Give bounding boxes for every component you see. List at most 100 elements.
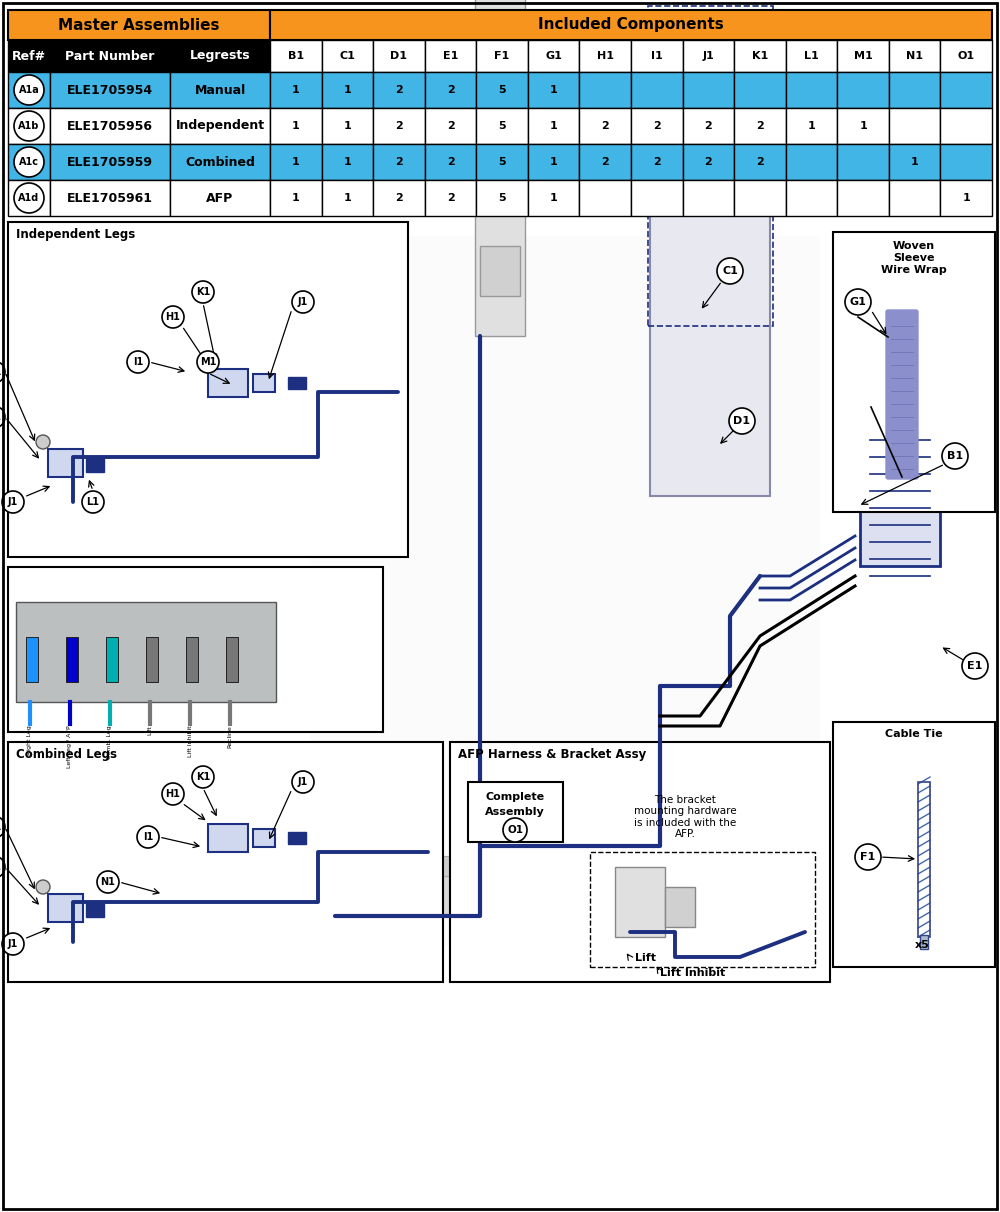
- Bar: [650, 196, 770, 496]
- Bar: [683, 144, 734, 181]
- Bar: [8, 222, 408, 558]
- Bar: [476, 72, 528, 108]
- Bar: [734, 40, 786, 72]
- Circle shape: [14, 183, 44, 213]
- Bar: [631, 108, 683, 144]
- Text: 1: 1: [343, 85, 351, 95]
- Text: 1: 1: [292, 85, 300, 95]
- Text: 1: 1: [911, 158, 919, 167]
- Text: J1: J1: [8, 497, 18, 507]
- Bar: [837, 108, 889, 144]
- Bar: [734, 72, 786, 108]
- Bar: [8, 144, 50, 181]
- Circle shape: [503, 818, 527, 842]
- Bar: [226, 638, 238, 682]
- Circle shape: [36, 435, 50, 448]
- Text: 1: 1: [550, 158, 558, 167]
- Text: Cable Tie: Cable Tie: [885, 728, 943, 739]
- Text: J1: J1: [702, 51, 714, 61]
- Bar: [528, 72, 579, 108]
- Bar: [8, 40, 50, 72]
- Bar: [476, 144, 528, 181]
- Bar: [480, 246, 520, 296]
- Text: A1b: A1b: [18, 121, 40, 131]
- Bar: [146, 638, 158, 682]
- Bar: [920, 934, 928, 949]
- Bar: [940, 72, 992, 108]
- Bar: [889, 40, 940, 72]
- Bar: [631, 144, 683, 181]
- Circle shape: [82, 491, 104, 513]
- Text: 1: 1: [550, 85, 558, 95]
- Circle shape: [0, 856, 5, 877]
- FancyBboxPatch shape: [886, 310, 918, 479]
- Text: Woven: Woven: [893, 241, 935, 251]
- Bar: [66, 638, 78, 682]
- Circle shape: [962, 653, 988, 679]
- Text: I1: I1: [143, 831, 153, 842]
- Text: M1: M1: [200, 358, 216, 367]
- Text: K1: K1: [0, 822, 1, 831]
- Text: 2: 2: [756, 121, 764, 131]
- Text: B1: B1: [947, 451, 963, 461]
- Bar: [310, 236, 820, 947]
- Bar: [270, 108, 322, 144]
- Bar: [683, 40, 734, 72]
- Text: C1: C1: [722, 265, 738, 276]
- Text: 2: 2: [653, 121, 661, 131]
- Bar: [170, 108, 270, 144]
- Text: A1c: A1c: [19, 158, 39, 167]
- Text: 1: 1: [343, 193, 351, 202]
- Bar: [590, 852, 815, 967]
- Circle shape: [292, 771, 314, 793]
- Text: Lift Inhibit: Lift Inhibit: [660, 968, 725, 978]
- Bar: [837, 40, 889, 72]
- Bar: [837, 144, 889, 181]
- Text: Recline: Recline: [228, 725, 232, 748]
- Text: 1: 1: [292, 121, 300, 131]
- Text: ELE1705959: ELE1705959: [67, 155, 153, 168]
- Text: Included Components: Included Components: [538, 17, 724, 33]
- Bar: [8, 10, 270, 40]
- Bar: [734, 181, 786, 216]
- Bar: [270, 181, 322, 216]
- Text: O1: O1: [958, 51, 975, 61]
- Bar: [288, 831, 306, 844]
- Bar: [373, 144, 425, 181]
- Bar: [786, 108, 837, 144]
- Bar: [425, 108, 476, 144]
- Bar: [683, 108, 734, 144]
- Text: B1: B1: [288, 51, 304, 61]
- Bar: [786, 40, 837, 72]
- Bar: [170, 72, 270, 108]
- Text: The bracket
mounting hardware
is included with the
AFP.: The bracket mounting hardware is include…: [634, 795, 736, 840]
- Circle shape: [292, 291, 314, 313]
- Text: I1: I1: [651, 51, 663, 61]
- Bar: [786, 72, 837, 108]
- Bar: [330, 876, 750, 916]
- Text: E1: E1: [443, 51, 458, 61]
- Bar: [579, 181, 631, 216]
- Bar: [8, 72, 50, 108]
- Circle shape: [2, 491, 24, 513]
- Bar: [322, 181, 373, 216]
- Bar: [476, 40, 528, 72]
- Bar: [425, 72, 476, 108]
- Circle shape: [0, 816, 5, 837]
- Text: Part Number: Part Number: [65, 50, 155, 63]
- Bar: [8, 181, 50, 216]
- Bar: [665, 887, 695, 927]
- Text: C1: C1: [339, 51, 355, 61]
- Text: Combined: Combined: [185, 155, 255, 168]
- Bar: [786, 144, 837, 181]
- Text: Legrests: Legrests: [190, 50, 250, 63]
- Bar: [579, 40, 631, 72]
- Text: 2: 2: [601, 121, 609, 131]
- Circle shape: [717, 258, 743, 284]
- Text: Combined Legs: Combined Legs: [16, 748, 117, 761]
- Text: Wire Wrap: Wire Wrap: [881, 265, 947, 275]
- Bar: [48, 894, 83, 922]
- Bar: [50, 40, 170, 72]
- Text: Lift Inhibit: Lift Inhibit: [188, 725, 192, 756]
- Bar: [475, 0, 525, 336]
